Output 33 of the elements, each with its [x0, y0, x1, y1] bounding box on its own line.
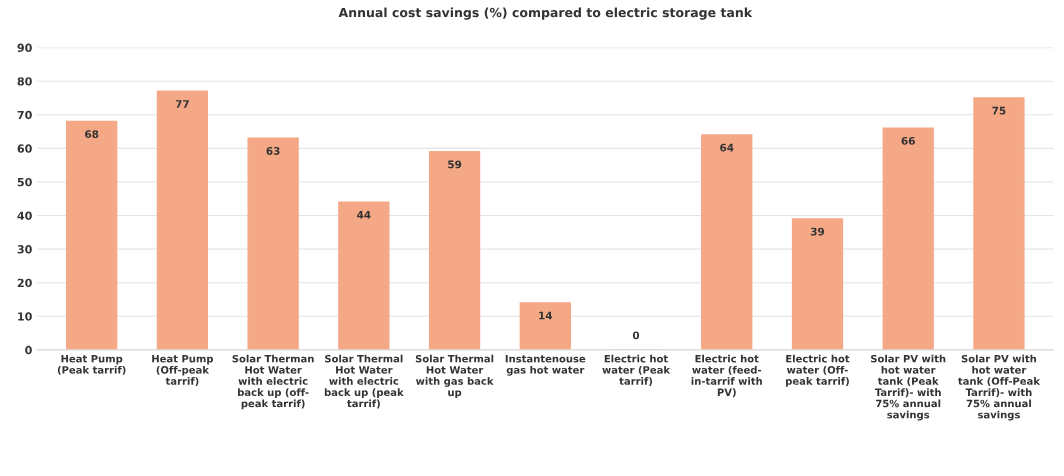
data-label: 64 — [720, 143, 734, 152]
y-tick-label: 80 — [17, 77, 32, 86]
y-tick-label: 50 — [17, 177, 32, 187]
y-tick-label: 20 — [17, 278, 32, 288]
y-tick-label: 90 — [17, 43, 32, 52]
x-tick-label: Heat Pump (Peak tarrif) — [57, 355, 126, 375]
x-tick-label: Solar PV with hot water tank (Off-Peak Tarrif)- with 75% annual savings — [958, 354, 1041, 421]
x-tick-label: Solar Thermal Hot Water with gas back up — [415, 354, 494, 399]
y-tick-label: 30 — [17, 245, 32, 254]
x-tick-label: Heat Pump (Off-peak tarrif) — [152, 355, 214, 387]
data-label: 0 — [632, 331, 640, 340]
data-label: 63 — [266, 147, 280, 155]
data-label: 39 — [810, 227, 825, 236]
x-tick-label: Solar PV with hot water tank (Peak Tarrif)- with 75% annual savings — [871, 354, 946, 421]
x-tick-label: Electric hot water (Peak tarrif) — [602, 354, 671, 387]
x-tick-label: Solar Thermal Hot Water with electric back up (peak tarrif) — [324, 354, 404, 409]
y-tick-label: 70 — [17, 110, 32, 120]
x-tick-label: Solar Therman Hot Water with electric back up (off- peak tarrif) — [232, 354, 314, 410]
data-label: 77 — [175, 100, 189, 108]
data-label: 66 — [901, 136, 915, 145]
data-label: 68 — [85, 130, 99, 139]
y-tick-label: 10 — [18, 312, 32, 321]
y-tick-label: 40 — [17, 211, 32, 220]
x-tick-label: Electric hot water (Off- peak tarrif) — [786, 354, 850, 387]
data-label: 44 — [357, 210, 371, 219]
data-label: 75 — [992, 106, 1006, 115]
y-tick-label: 0 — [25, 345, 32, 355]
data-label: 59 — [448, 160, 462, 169]
x-tick-label: Instantenouse gas hot water — [505, 355, 586, 376]
data-label: 14 — [539, 311, 553, 320]
chart-title: Annual cost savings (%) compared to electric storage tank — [338, 7, 753, 20]
x-tick-label: Electric hot water (feed- in-tarrif with PV) — [691, 354, 762, 398]
y-tick-label: 60 — [17, 144, 32, 153]
